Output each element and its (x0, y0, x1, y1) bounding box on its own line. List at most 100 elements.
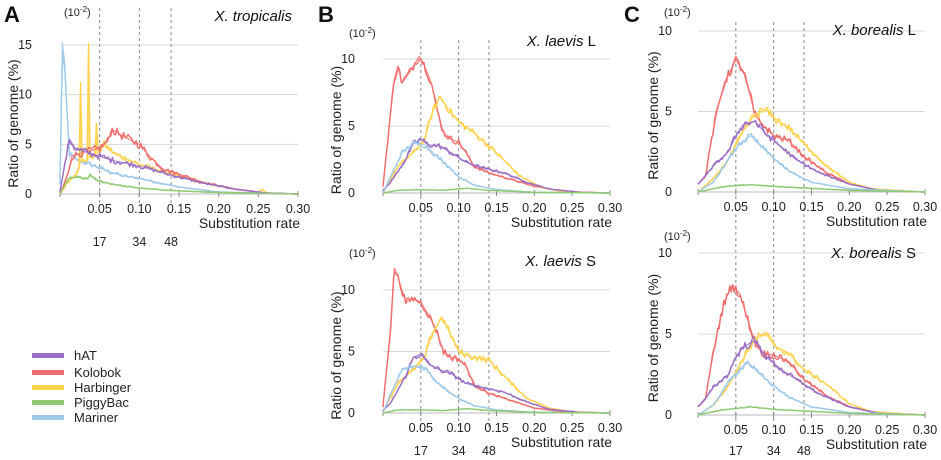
x-tick-label: 0.15 (799, 423, 823, 437)
series-peaks-hat (697, 120, 926, 193)
legend-entry-piggybac: PiggyBac (32, 395, 129, 410)
chart-c-s: 0 5 10 0.05 0.10 0.15 0.20 0.25 0.30Substitution… (645, 229, 937, 458)
x-tick-label: 0.15 (167, 202, 191, 216)
legend: hAT Kolobok Harbinger PiggyBac Mariner (32, 348, 132, 425)
legend-swatch-harbinger (32, 385, 64, 390)
series-peaks-hat (59, 137, 299, 195)
x-tick-label: 0.30 (598, 201, 622, 215)
series-peaks-kolobok (697, 284, 926, 416)
chart-title: X. tropicalis (213, 8, 292, 25)
series-peaks-mariner (382, 142, 611, 194)
chart-title: X. borealis S (830, 245, 916, 262)
legend-swatch-mariner (32, 415, 64, 420)
x-tick-label: 0.10 (446, 421, 470, 435)
reference-label: 48 (164, 235, 178, 249)
reference-label: 34 (452, 444, 466, 458)
x-tick-label: 0.25 (560, 201, 584, 215)
series-peaks-hat (382, 353, 611, 414)
x-tick-label: 0.30 (598, 421, 622, 435)
legend-entry-mariner: Mariner (32, 410, 119, 425)
chart-a-main: 0 5 10 15 0.05 0.10 0.15 0.20 0.25 0.30Substituti… (5, 5, 310, 249)
x-tick-label: 0.20 (522, 421, 546, 435)
series-peaks-piggybac (59, 173, 299, 195)
series-line-hat (697, 119, 926, 193)
y-tick-label: 5 (25, 137, 32, 151)
y-scale-label: (10-2) (349, 246, 376, 260)
legend-entry-harbinger: Harbinger (32, 380, 132, 395)
x-tick-label: 0.20 (837, 423, 861, 437)
series-line-mariner (382, 364, 610, 414)
series-peaks-mariner (697, 134, 926, 193)
series-line-mariner (59, 49, 298, 195)
panel-letter-c: C (624, 2, 640, 27)
series-line-hat (382, 138, 610, 194)
series-peaks-kolobok (697, 58, 926, 193)
reference-label: 17 (729, 444, 743, 458)
x-tick-label: 0.10 (446, 201, 470, 215)
x-tick-label: 0.15 (484, 421, 508, 435)
series-peaks-kolobok (382, 267, 611, 414)
y-axis-label: Ratio of genome (%) (5, 59, 21, 187)
series-peaks-mariner (697, 360, 926, 416)
y-scale-label: (10-2) (349, 26, 376, 40)
panel-letter-b: B (318, 2, 334, 27)
legend-label-piggybac: PiggyBac (74, 395, 129, 410)
y-tick-label: 10 (341, 52, 355, 66)
reference-label: 48 (482, 444, 496, 458)
y-tick-label: 10 (18, 88, 32, 102)
legend-swatch-hat (32, 353, 64, 358)
y-axis-label: Ratio of genome (%) (328, 66, 344, 194)
x-axis-label: Substitution rate (826, 213, 927, 229)
x-tick-label: 0.15 (799, 200, 823, 214)
reference-label: 17 (93, 235, 107, 249)
y-tick-label: 5 (348, 345, 355, 359)
x-tick-label: 0.25 (560, 421, 584, 435)
series-line-kolobok (697, 284, 926, 416)
series-line-harbinger (382, 96, 610, 194)
y-tick-label: 10 (658, 24, 672, 38)
y-tick-label: 0 (348, 186, 355, 200)
series-peaks-harbinger (697, 333, 926, 416)
x-tick-label: 0.05 (724, 200, 748, 214)
y-tick-label: 0 (665, 408, 672, 422)
legend-label-harbinger: Harbinger (74, 380, 132, 395)
series-peaks-hat (382, 138, 611, 194)
x-tick-label: 0.25 (875, 423, 899, 437)
series-peaks-harbinger (59, 42, 299, 195)
y-scale-label: (10-2) (664, 5, 691, 19)
x-tick-label: 0.25 (875, 200, 899, 214)
series-peaks-harbinger (697, 109, 926, 193)
x-tick-label: 0.05 (87, 202, 111, 216)
chart-title: X. borealis L (832, 22, 916, 39)
x-tick-label: 0.25 (246, 202, 270, 216)
y-scale-label: (10-2) (64, 5, 91, 19)
y-tick-label: 5 (665, 105, 672, 119)
reference-label: 17 (414, 444, 428, 458)
series-line-kolobok (382, 271, 610, 414)
legend-entry-hat: hAT (32, 348, 97, 363)
series-peaks-mariner (59, 41, 299, 195)
series-line-harbinger (59, 42, 299, 195)
chart-c-l: 0 5 10 0.05 0.10 0.15 0.20 0.25 0.30Substitution… (645, 5, 937, 430)
legend-entry-kolobok: Kolobok (32, 365, 121, 380)
chart-title: X. laevis L (526, 33, 596, 50)
chart-b-s: 0 5 10 0.05 0.10 0.15 0.20 0.25 0.30Substitution… (328, 246, 622, 458)
series-peaks-kolobok (382, 55, 611, 194)
legend-label-kolobok: Kolobok (74, 365, 121, 380)
series-line-kolobok (697, 55, 926, 193)
x-axis-label: Substitution rate (199, 215, 300, 231)
x-tick-label: 0.20 (206, 202, 230, 216)
series-line-hat (382, 352, 610, 414)
chart-title: X. laevis S (524, 253, 596, 270)
series-line-harbinger (697, 106, 926, 193)
y-tick-label: 10 (658, 246, 672, 260)
chart-b-l: 0 5 10 0.05 0.10 0.15 0.20 0.25 0.30Substitution… (328, 26, 622, 430)
x-axis-label: Substitution rate (511, 434, 612, 450)
y-tick-label: 15 (18, 38, 32, 52)
y-tick-label: 10 (341, 283, 355, 297)
x-axis-label: Substitution rate (511, 214, 612, 230)
reference-label: 34 (132, 235, 146, 249)
series-peaks-hat (697, 339, 926, 416)
x-tick-label: 0.30 (913, 423, 937, 437)
